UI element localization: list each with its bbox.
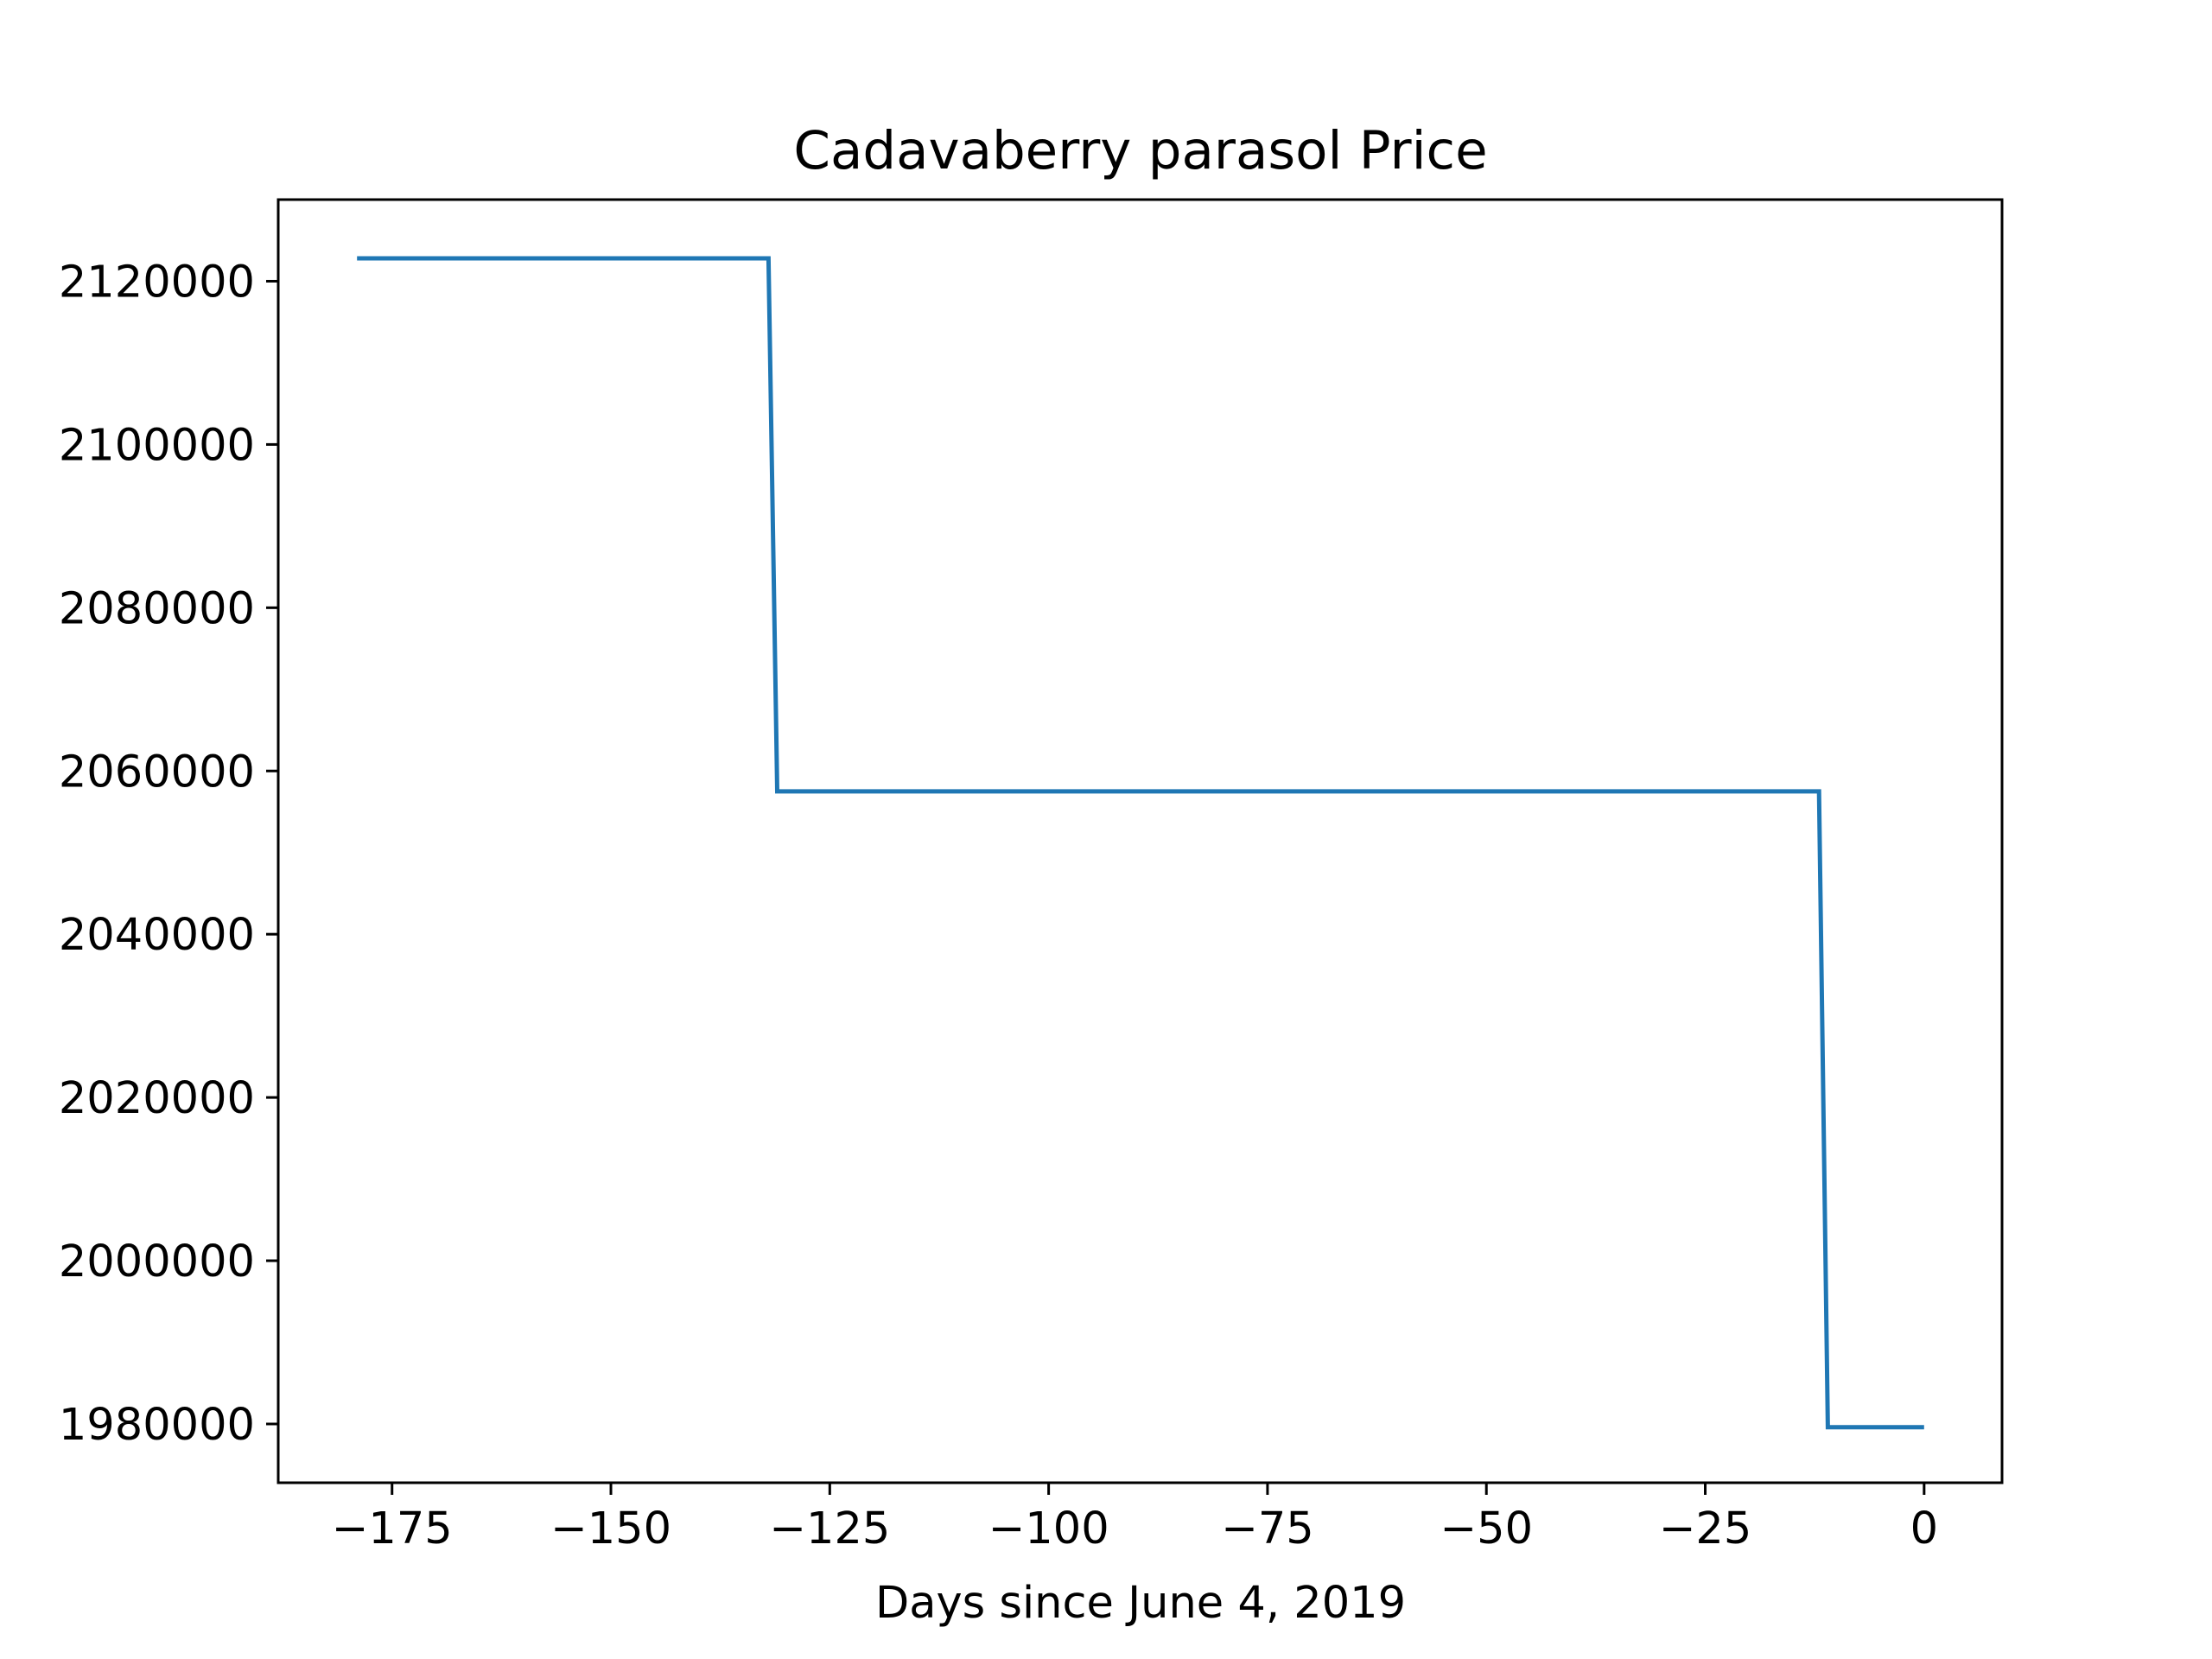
plot-area (357, 256, 1924, 1430)
x-tick-label: −175 (332, 1503, 453, 1554)
x-tick-label: −50 (1440, 1503, 1533, 1554)
x-tick-label: −25 (1659, 1503, 1752, 1554)
x-tick-label: −75 (1221, 1503, 1314, 1554)
y-tick-label: 2020000 (59, 1073, 255, 1124)
x-tick-label: −150 (550, 1503, 671, 1554)
y-tick-label: 1980000 (59, 1400, 255, 1451)
price-series-line (357, 256, 1924, 1430)
y-tick-label: 2100000 (59, 420, 255, 471)
axes-frame (276, 198, 2004, 1484)
x-tick-label: −125 (769, 1503, 890, 1554)
chart-title: Cadavaberry parasol Price (793, 120, 1487, 181)
x-tick-label: 0 (1910, 1503, 1938, 1554)
y-tick-label: 2000000 (59, 1236, 255, 1287)
y-tick-label: 2060000 (59, 747, 255, 798)
y-tick-label: 2080000 (59, 583, 255, 634)
y-tick-label: 2040000 (59, 910, 255, 961)
x-axis-label: Days since June 4, 2019 (875, 1578, 1406, 1629)
y-tick-label: 2120000 (59, 257, 255, 308)
x-tick-label: −100 (988, 1503, 1109, 1554)
y-axis: 1980000 2000000 2020000 2040000 2060000 20800… (59, 257, 278, 1451)
x-axis: −175 −150 −125 −100 −75 −50 −25 0 (332, 1483, 1938, 1554)
